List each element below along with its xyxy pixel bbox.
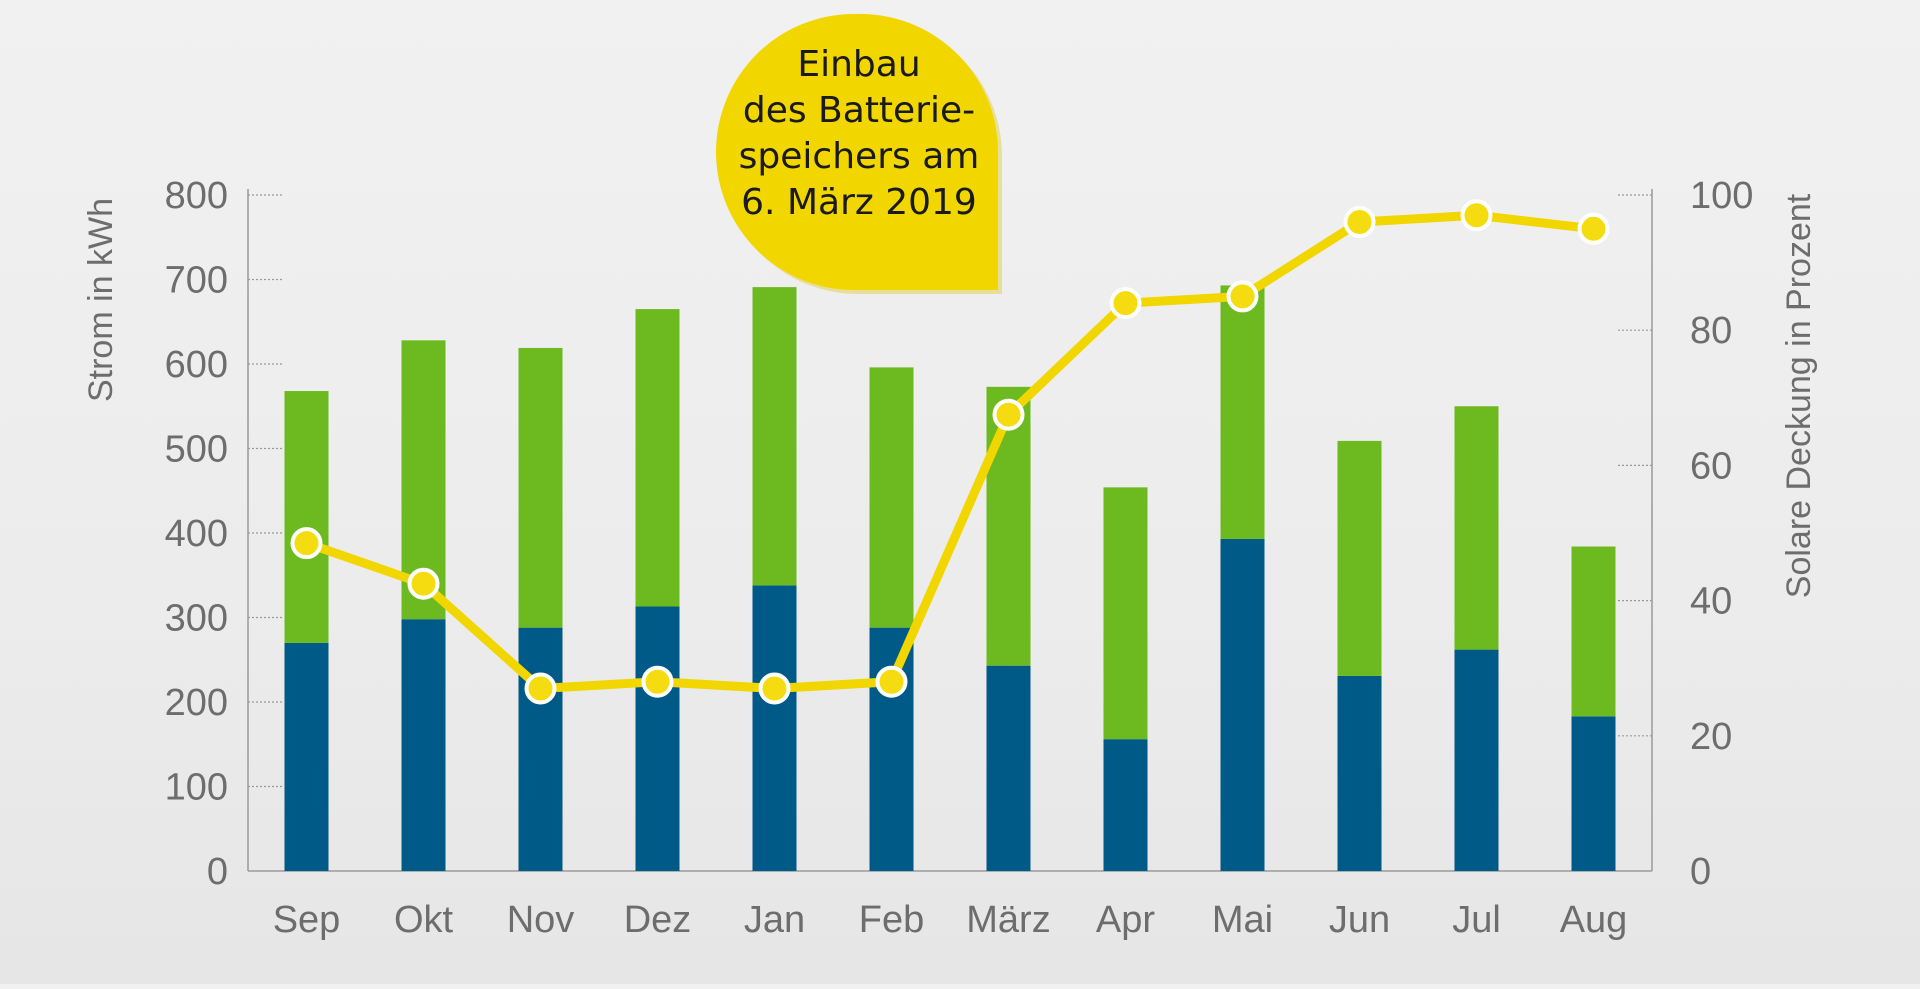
bar-segment-blue <box>986 665 1031 871</box>
solar-coverage-point <box>758 672 791 705</box>
right-tick-label: 80 <box>1690 310 1732 352</box>
left-tick-label: 800 <box>165 175 228 217</box>
bar-segment-blue <box>518 627 563 871</box>
bar-segment-green <box>1103 487 1148 740</box>
solar-coverage-point <box>875 665 908 698</box>
x-tick-label: Jan <box>744 899 805 941</box>
solar-coverage-point <box>992 398 1025 431</box>
right-axis-title: Solare Deckung in Prozent <box>1780 193 1818 598</box>
left-tick-label: 100 <box>165 767 228 809</box>
bar-segment-green <box>752 287 797 586</box>
bar-segment-blue <box>401 619 446 871</box>
x-tick-label: Feb <box>859 899 924 941</box>
x-tick-label: Aug <box>1560 899 1628 941</box>
left-tick-label: 400 <box>165 513 228 555</box>
bar-segment-green <box>1337 440 1382 676</box>
solar-coverage-point <box>641 665 674 698</box>
callout-text-line: 6. März 2019 <box>741 182 977 223</box>
left-tick-label: 500 <box>165 429 228 471</box>
x-tick-label: Jun <box>1329 899 1390 941</box>
bar-segment-green <box>986 386 1031 666</box>
right-tick-label: 20 <box>1690 716 1732 758</box>
right-tick-label: 60 <box>1690 445 1732 487</box>
left-tick-label: 0 <box>207 851 228 893</box>
x-tick-label: Dez <box>624 899 692 941</box>
right-tick-label: 0 <box>1690 851 1711 893</box>
x-tick-label: Mai <box>1212 899 1273 941</box>
bar-segment-blue <box>1103 739 1148 871</box>
bar-segment-blue <box>1571 716 1616 871</box>
callout-text-line: Einbau <box>797 44 920 85</box>
bar-segment-blue <box>1337 675 1382 871</box>
bar-segment-blue <box>635 606 680 871</box>
solar-coverage-point <box>290 527 323 560</box>
solar-coverage-point <box>407 567 440 600</box>
bar-segment-green <box>1571 546 1616 717</box>
solar-coverage-point <box>1226 280 1259 313</box>
bar-segment-green <box>518 347 563 628</box>
callout-text-line: des Batterie- <box>743 90 975 131</box>
bar-segment-blue <box>869 627 914 871</box>
right-tick-label: 40 <box>1690 581 1732 623</box>
x-tick-label: Nov <box>507 899 575 941</box>
bar-segment-blue <box>752 585 797 871</box>
solar-coverage-line <box>302 210 1598 693</box>
x-tick-label: Sep <box>273 899 341 941</box>
right-tick-label: 100 <box>1690 175 1753 217</box>
solar-coverage-point <box>1109 287 1142 320</box>
bar-segment-green <box>869 367 914 628</box>
bar-segment-green <box>1220 285 1265 539</box>
x-tick-label: Apr <box>1096 899 1155 941</box>
bar-segment-green <box>635 309 680 607</box>
solar-coverage-point <box>1577 212 1610 245</box>
x-tick-label: Okt <box>394 899 454 941</box>
callout-bubble <box>716 13 999 290</box>
bar-segment-blue <box>1220 538 1265 871</box>
left-axis-title: Strom in kWh <box>82 198 120 402</box>
left-tick-label: 600 <box>165 344 228 386</box>
bar-segment-blue <box>1454 649 1499 871</box>
bar-segment-blue <box>284 642 329 871</box>
left-tick-label: 200 <box>165 682 228 724</box>
x-tick-label: März <box>966 899 1050 941</box>
left-tick-label: 700 <box>165 260 228 302</box>
callout-text-line: speichers am <box>739 136 980 177</box>
solar-coverage-point <box>524 672 557 705</box>
solar-coverage-point <box>1343 206 1376 239</box>
bar-segment-green <box>1454 406 1499 650</box>
solar-coverage-point <box>1460 199 1493 232</box>
left-tick-label: 300 <box>165 598 228 640</box>
bar-segment-green <box>284 391 329 643</box>
x-tick-label: Jul <box>1452 899 1501 941</box>
